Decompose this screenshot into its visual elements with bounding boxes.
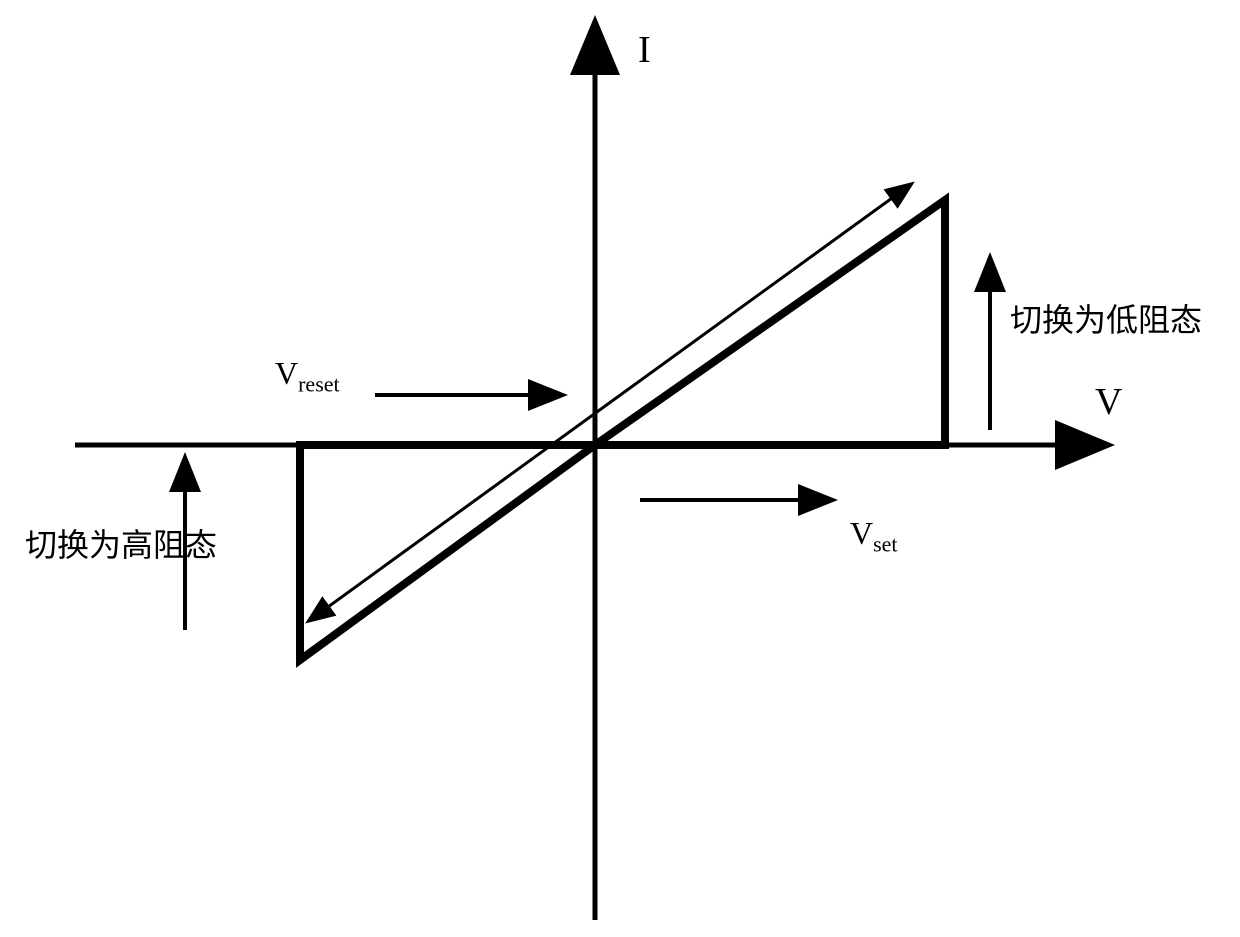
high-resistance-label: 切换为高阻态 xyxy=(25,520,217,566)
vreset-main: V xyxy=(275,355,298,391)
diagram-svg xyxy=(0,0,1240,937)
vset-label: Vset xyxy=(850,515,898,557)
hysteresis-curve xyxy=(300,200,945,660)
iv-hysteresis-diagram: I V Vset Vreset 切换为低阻态 切换为高阻态 xyxy=(0,0,1240,937)
vreset-label: Vreset xyxy=(275,355,340,397)
y-axis-label: I xyxy=(638,28,651,72)
vreset-sub: reset xyxy=(298,371,340,396)
vset-sub: set xyxy=(873,531,897,556)
vset-main: V xyxy=(850,515,873,551)
low-resistance-label: 切换为低阻态 xyxy=(1010,295,1202,341)
x-axis-label: V xyxy=(1095,380,1122,424)
guide-diagonal xyxy=(310,185,910,620)
